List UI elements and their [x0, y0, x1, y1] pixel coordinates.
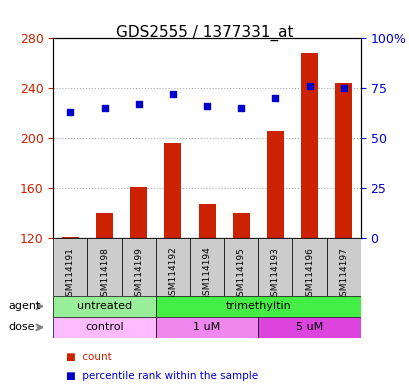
- Text: 5 uM: 5 uM: [295, 322, 322, 333]
- Point: [203, 103, 210, 109]
- Text: GSM114194: GSM114194: [202, 247, 211, 301]
- Text: GDS2555 / 1377331_at: GDS2555 / 1377331_at: [116, 25, 293, 41]
- Bar: [130, 187, 147, 238]
- Text: trimethyltin: trimethyltin: [225, 301, 290, 311]
- FancyBboxPatch shape: [155, 296, 360, 317]
- Bar: [62, 237, 79, 238]
- Text: GSM114191: GSM114191: [66, 247, 75, 301]
- Text: 1 uM: 1 uM: [193, 322, 220, 333]
- Text: GSM114196: GSM114196: [304, 247, 313, 301]
- Text: ■  percentile rank within the sample: ■ percentile rank within the sample: [65, 371, 257, 381]
- FancyBboxPatch shape: [53, 238, 87, 296]
- Text: GSM114198: GSM114198: [100, 247, 109, 301]
- Point: [237, 105, 244, 111]
- Text: dose: dose: [8, 322, 35, 333]
- FancyBboxPatch shape: [292, 238, 326, 296]
- FancyBboxPatch shape: [258, 238, 292, 296]
- FancyBboxPatch shape: [121, 238, 155, 296]
- Point: [169, 91, 176, 98]
- Point: [67, 109, 74, 115]
- FancyBboxPatch shape: [155, 238, 189, 296]
- Text: ■  count: ■ count: [65, 352, 111, 362]
- Point: [272, 95, 278, 101]
- Text: untreated: untreated: [77, 301, 132, 311]
- FancyBboxPatch shape: [53, 317, 155, 338]
- FancyBboxPatch shape: [258, 317, 360, 338]
- Text: GSM114195: GSM114195: [236, 247, 245, 301]
- FancyBboxPatch shape: [53, 296, 155, 317]
- Text: GSM114199: GSM114199: [134, 247, 143, 301]
- Bar: [198, 204, 215, 238]
- Point: [101, 105, 108, 111]
- Point: [339, 85, 346, 91]
- Bar: [300, 53, 317, 238]
- Bar: [96, 213, 113, 238]
- Bar: [232, 213, 249, 238]
- Text: GSM114193: GSM114193: [270, 247, 279, 301]
- Text: GSM114192: GSM114192: [168, 247, 177, 301]
- Point: [306, 83, 312, 89]
- Bar: [266, 131, 283, 238]
- FancyBboxPatch shape: [189, 238, 224, 296]
- FancyBboxPatch shape: [155, 317, 258, 338]
- Text: GSM114197: GSM114197: [338, 247, 347, 301]
- FancyBboxPatch shape: [224, 238, 258, 296]
- Text: agent: agent: [8, 301, 40, 311]
- FancyBboxPatch shape: [326, 238, 360, 296]
- Bar: [164, 143, 181, 238]
- Bar: [334, 83, 351, 238]
- FancyBboxPatch shape: [87, 238, 121, 296]
- Point: [135, 101, 142, 108]
- Text: control: control: [85, 322, 124, 333]
